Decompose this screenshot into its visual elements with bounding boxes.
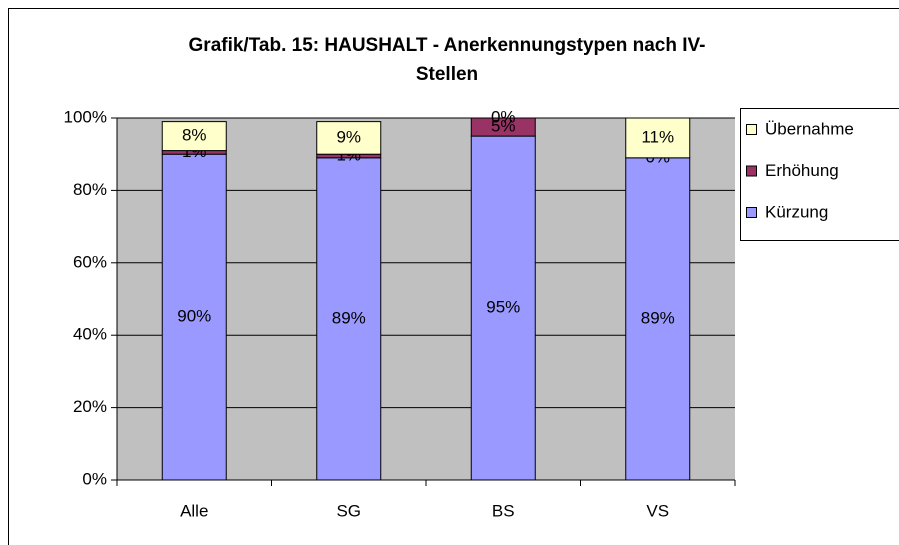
legend-label: Kürzung (765, 202, 828, 221)
chart-title: Stellen (416, 64, 478, 85)
y-tick-label: 20% (73, 397, 107, 416)
bar-segment (316, 157, 382, 481)
bar-segment (161, 121, 227, 152)
data-label: 89% (332, 308, 366, 327)
y-tick-label: 60% (73, 252, 107, 271)
y-tick-label: 80% (73, 180, 107, 199)
data-label: 95% (486, 298, 520, 317)
data-label: 9% (336, 127, 361, 146)
chart-title: Grafik/Tab. 15: HAUSHALT - Anerkennungst… (189, 35, 706, 56)
legend-swatch (746, 165, 757, 177)
x-tick-label: SG (336, 501, 361, 520)
x-tick-label: BS (492, 501, 515, 520)
y-tick-label: 40% (73, 325, 107, 344)
bar-segment (470, 117, 536, 137)
legend-label: Übernahme (765, 119, 854, 138)
legend (740, 108, 899, 241)
bar-segment (470, 135, 536, 481)
bar-segment (625, 157, 691, 481)
data-label: 90% (177, 307, 211, 326)
data-label: 89% (641, 308, 675, 327)
x-tick-label: Alle (180, 501, 208, 520)
bar-segment (316, 121, 382, 155)
legend-label: Erhöhung (765, 161, 839, 180)
bar-segment (625, 117, 691, 159)
data-label: 8% (182, 126, 207, 145)
data-label: 5% (491, 117, 516, 136)
data-label: 11% (641, 127, 674, 146)
data-label: 0% (491, 107, 516, 126)
bar-segment (161, 153, 227, 481)
legend-swatch (746, 207, 757, 218)
x-tick-label: VS (646, 501, 669, 520)
y-tick-label: 0% (82, 469, 107, 488)
y-tick-label: 100% (64, 107, 107, 126)
legend-swatch (746, 124, 757, 135)
